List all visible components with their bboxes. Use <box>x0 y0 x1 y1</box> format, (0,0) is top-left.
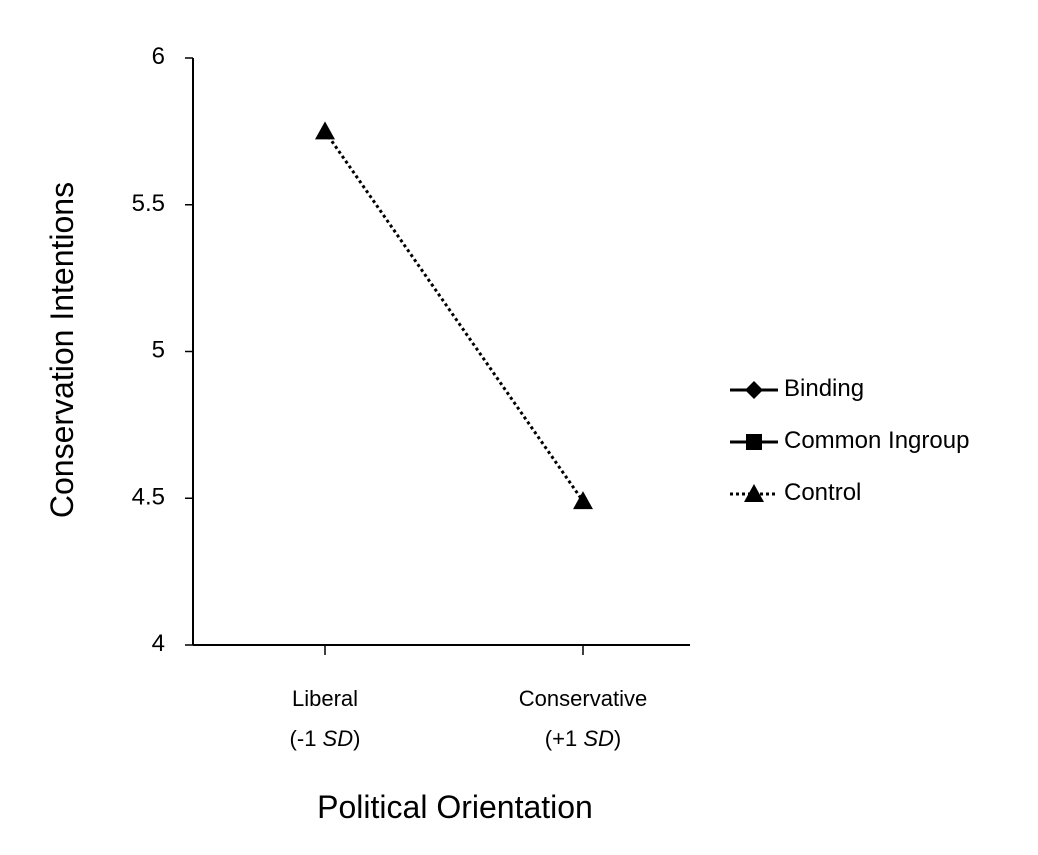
marker <box>746 434 762 450</box>
marker <box>573 491 593 510</box>
legend-item: Control <box>730 479 861 506</box>
y-axis-title: Conservation Intentions <box>44 182 80 518</box>
x-tick-label: (+1 SD) <box>545 726 621 751</box>
x-tick-label: (-1 SD) <box>290 726 361 751</box>
x-tick-label: Liberal <box>292 686 358 711</box>
y-tick-label: 4 <box>152 630 165 657</box>
marker <box>745 381 763 399</box>
legend-label: Common Ingroup <box>784 427 969 454</box>
series-line <box>323 130 585 503</box>
marker <box>315 121 335 140</box>
y-tick-label: 5.5 <box>132 190 165 217</box>
legend-label: Binding <box>784 375 864 402</box>
legend-item: Binding <box>730 375 864 402</box>
legend-item: Common Ingroup <box>730 427 969 454</box>
x-axis-title: Political Orientation <box>317 789 593 825</box>
y-tick-label: 5 <box>152 337 165 364</box>
legend-label: Control <box>784 479 861 506</box>
marker <box>744 484 764 502</box>
y-tick-label: 6 <box>152 43 165 70</box>
x-tick-label: Conservative <box>519 686 647 711</box>
y-tick-label: 4.5 <box>132 484 165 511</box>
